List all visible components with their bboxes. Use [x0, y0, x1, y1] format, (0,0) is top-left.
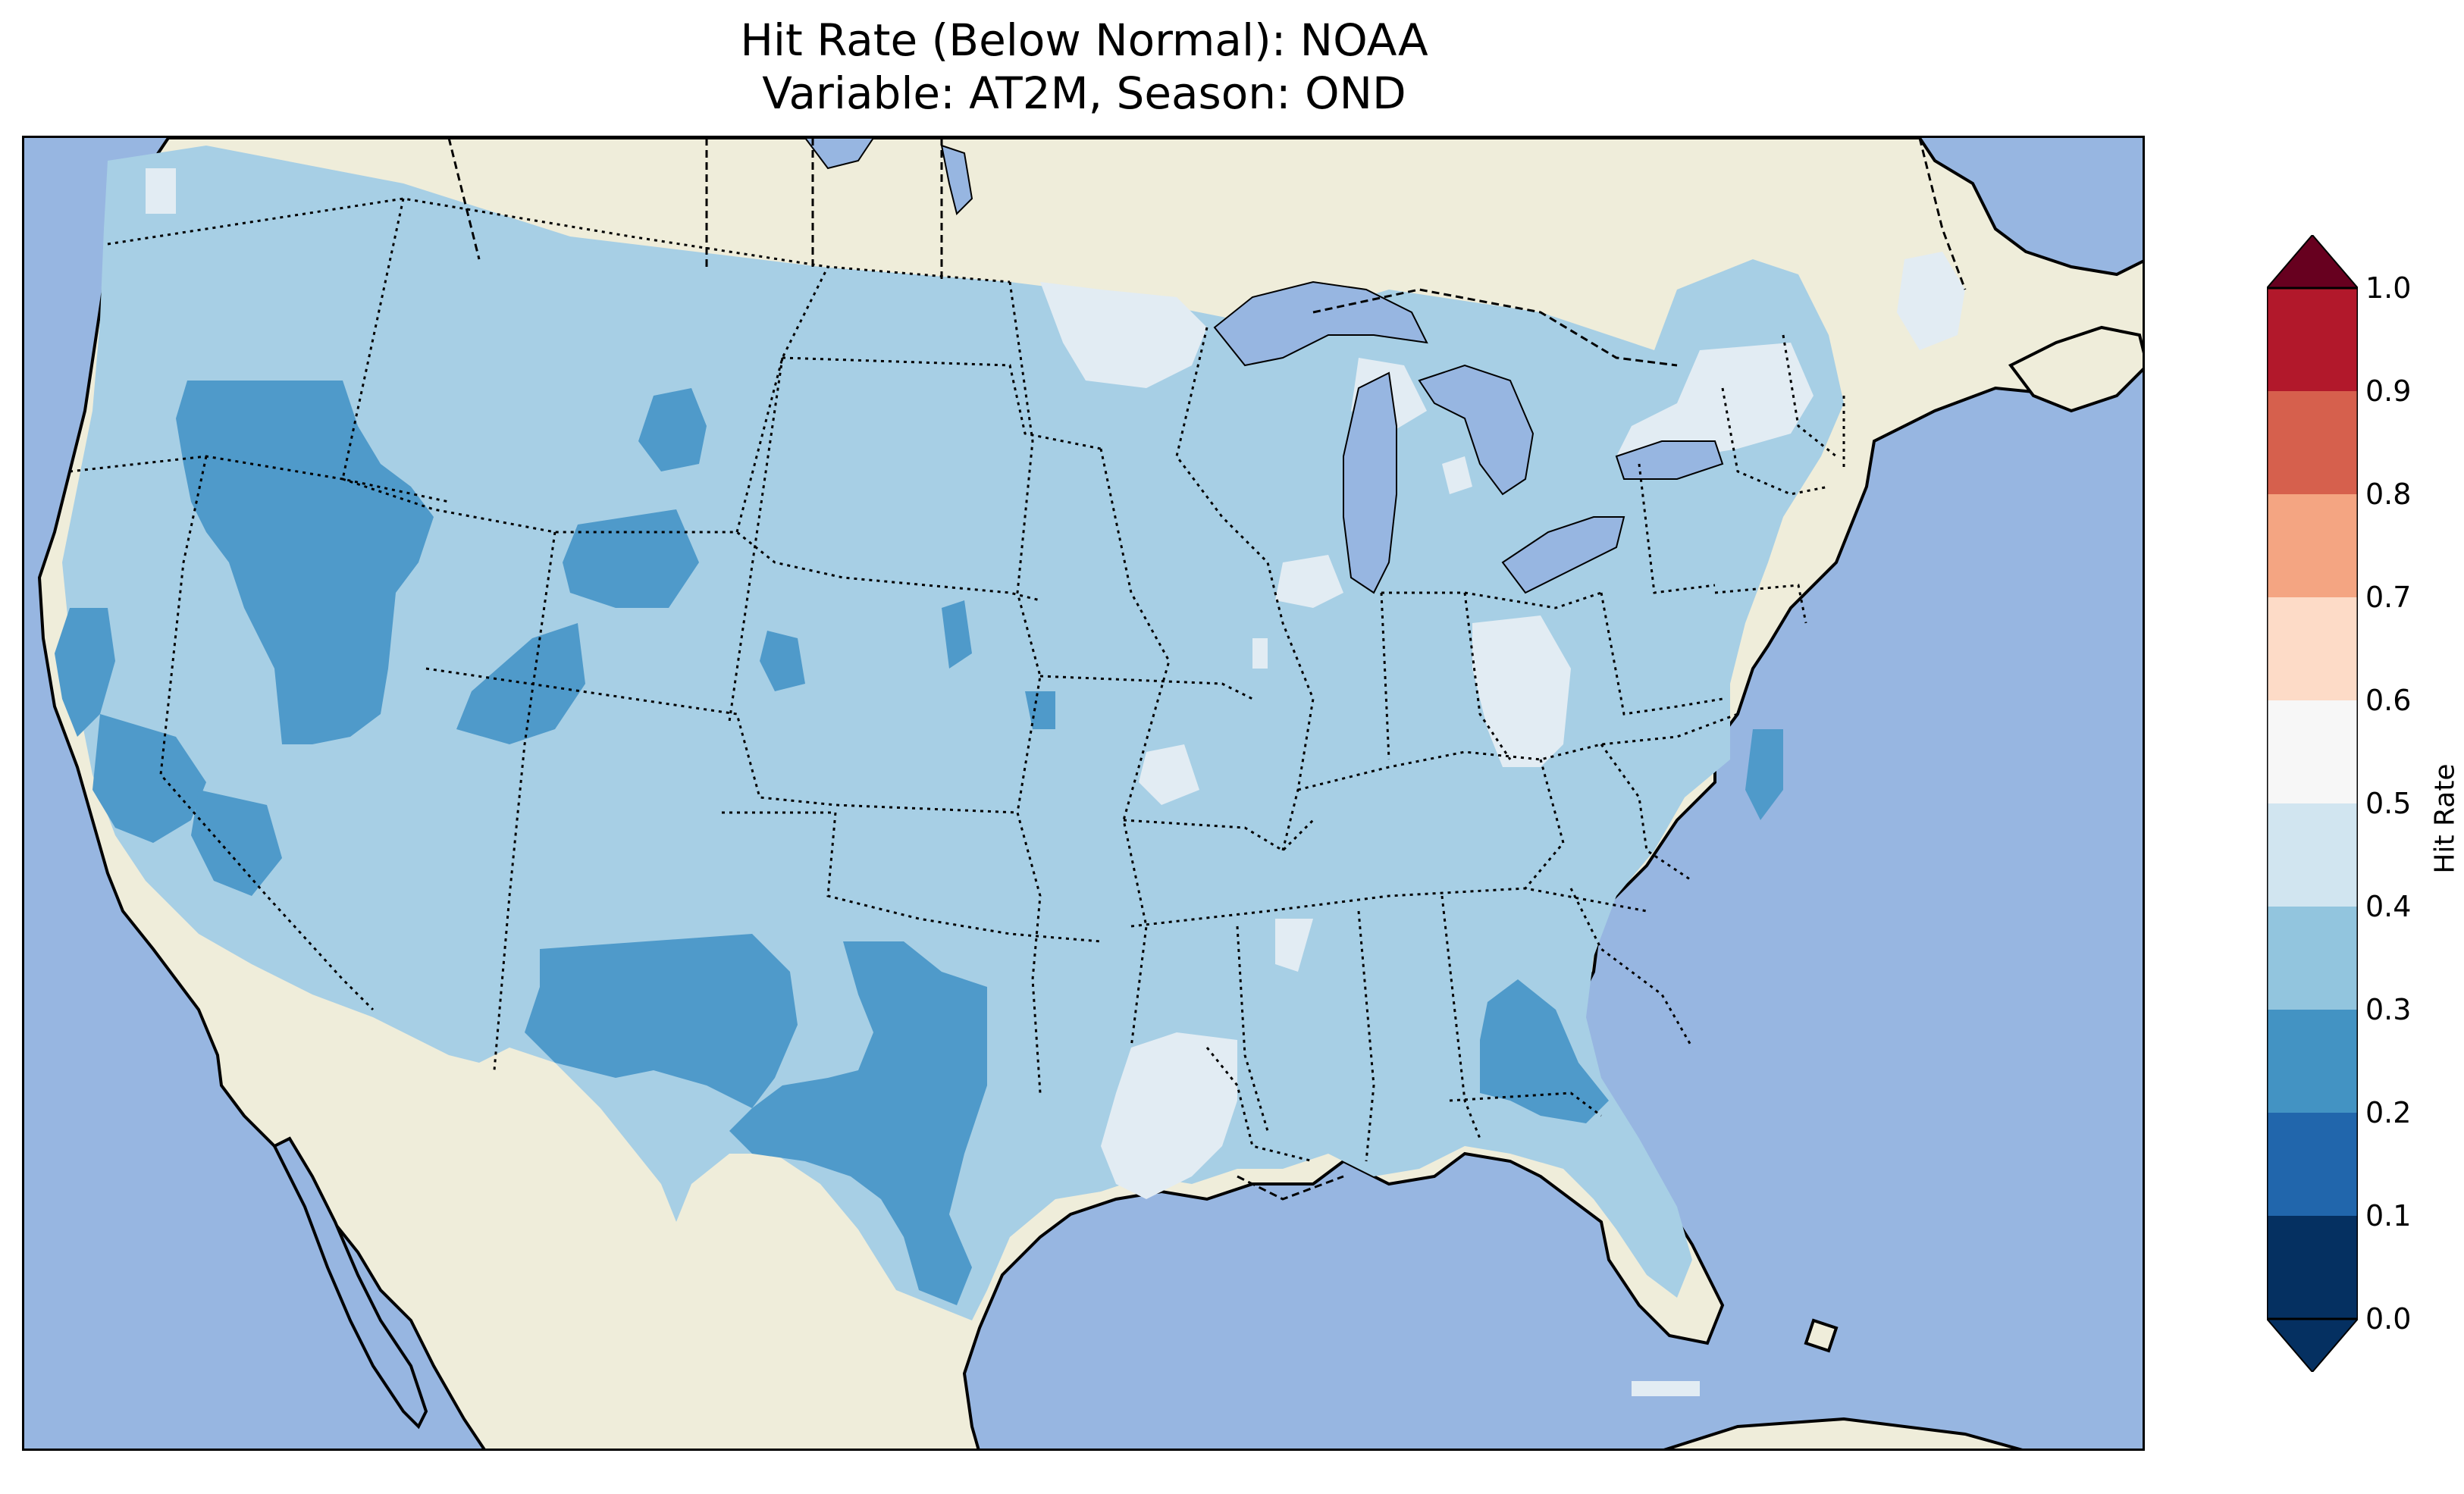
- region-hit-rate-0.3-0.4: [62, 146, 1844, 1320]
- colorbar-outline: [2267, 287, 2358, 1320]
- colorbar-bin-1: [2267, 1113, 2358, 1216]
- colorbar-tick-label: 0.9: [2365, 374, 2412, 408]
- hit-rate-field: [55, 146, 1965, 1396]
- colorbar-under-arrow: [2267, 1318, 2358, 1372]
- colorbar-bins: [2267, 288, 2358, 1319]
- lake-superior: [1213, 280, 1428, 367]
- lake-huron: [1418, 364, 1535, 496]
- lake-erie: [1501, 516, 1625, 594]
- land-bahamas: [1804, 1318, 1839, 1353]
- title-line-2: Variable: AT2M, Season: OND: [762, 67, 1406, 119]
- colorbar-bin-5: [2267, 700, 2358, 803]
- hudson-bay: [804, 138, 875, 170]
- land-cuba: [1663, 1417, 2023, 1449]
- colorbar-bin-8: [2267, 391, 2358, 494]
- colorbar: [2267, 235, 2358, 1372]
- map-canvas: [24, 138, 2143, 1449]
- colorbar-bin-0: [2267, 1216, 2358, 1319]
- colorbar-bin-6: [2267, 597, 2358, 700]
- land-baja-california: [272, 1136, 428, 1430]
- colorbar-tick-label: 0.3: [2365, 993, 2412, 1026]
- colorbar-tick-label: 0.2: [2365, 1096, 2412, 1129]
- lake-michigan: [1343, 371, 1397, 594]
- country-borders: [447, 138, 1967, 1201]
- colorbar-tick-label: 0.0: [2365, 1302, 2412, 1336]
- colorbar-tick-label: 0.5: [2365, 787, 2412, 820]
- colorbar-tick-label: 0.4: [2365, 890, 2412, 923]
- colorbar-label: Hit Rate: [2429, 763, 2461, 874]
- state-borders: [69, 197, 1845, 1163]
- great-lakes: [804, 138, 1724, 594]
- lake-ontario: [1615, 440, 1724, 480]
- colorbar-bin-3: [2267, 907, 2358, 1010]
- colorbar-bin-9: [2267, 288, 2358, 391]
- colorbar-over-arrow: [2267, 235, 2358, 289]
- colorbar-tick-label: 0.8: [2365, 478, 2412, 511]
- colorbar-bin-2: [2267, 1010, 2358, 1113]
- land-newfoundland: [2008, 325, 2143, 413]
- colorbar-tick-label: 0.6: [2365, 684, 2412, 717]
- lake-winnipeg: [940, 144, 973, 215]
- colorbar-bin-7: [2267, 494, 2358, 597]
- colorbar-tick-label: 0.1: [2365, 1199, 2412, 1232]
- colorbar-tick-label: 0.7: [2365, 581, 2412, 614]
- map-panel: [22, 136, 2145, 1451]
- regions-hit-rate-0.2-0.3: [55, 381, 1783, 1305]
- title-line-1: Hit Rate (Below Normal): NOAA: [740, 14, 1428, 66]
- colorbar-tick-label: 1.0: [2365, 271, 2412, 305]
- colorbar-bin-4: [2267, 803, 2358, 907]
- map-title: Hit Rate (Below Normal): NOAA Variable: …: [0, 14, 2168, 120]
